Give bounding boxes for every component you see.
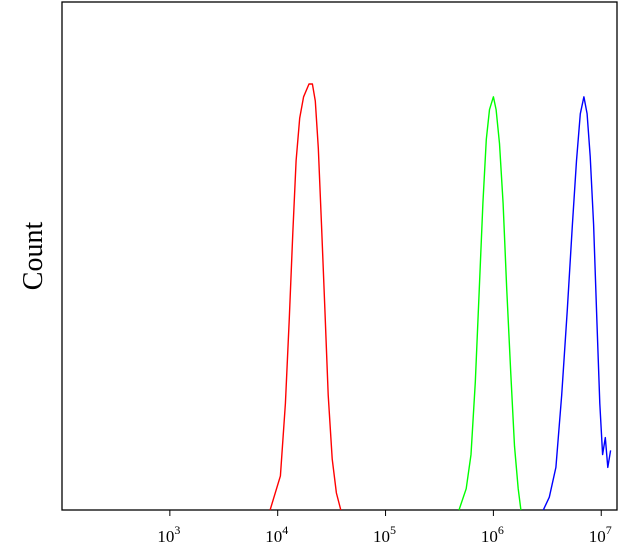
x-axis: 103 104 105 106 107	[157, 510, 612, 546]
x-tick-label-5: 107	[589, 523, 612, 546]
x-tick-label-4: 106	[481, 523, 504, 546]
x-tick-label-1: 103	[157, 523, 180, 546]
y-axis-label: Count	[18, 222, 49, 291]
x-tick-label-2: 104	[265, 523, 288, 546]
series-layer	[269, 83, 612, 511]
plot-frame	[61, 1, 618, 511]
histogram-series-1	[269, 83, 342, 511]
histogram-series-3	[542, 96, 612, 511]
histogram-series-2	[458, 96, 522, 511]
x-tick-label-3: 105	[373, 523, 396, 546]
